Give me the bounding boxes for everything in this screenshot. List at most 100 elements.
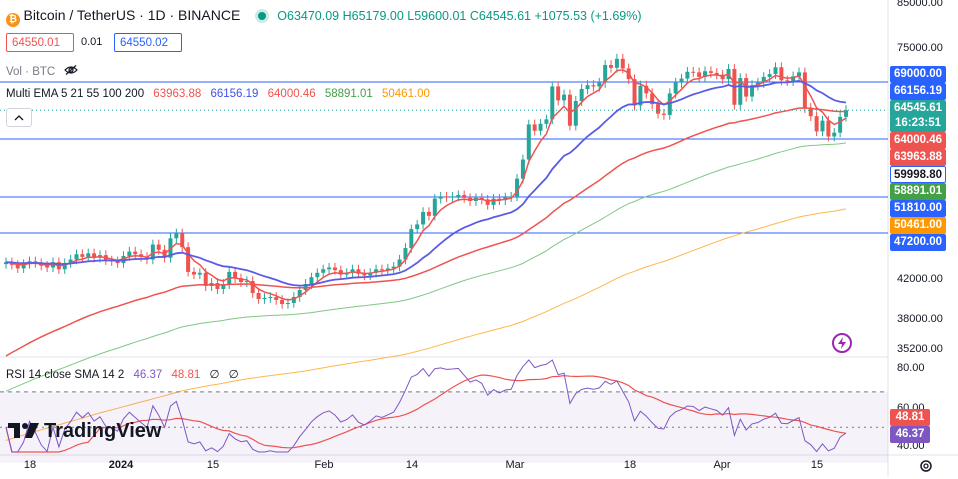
ema55-value: 64000.46 bbox=[267, 88, 316, 100]
chevron-up-icon bbox=[14, 115, 24, 121]
candle-body bbox=[826, 120, 831, 137]
candle-body bbox=[832, 132, 837, 137]
x-tick: 14 bbox=[405, 459, 419, 471]
candle-body bbox=[814, 116, 819, 132]
candle-body bbox=[356, 269, 361, 274]
candle-body bbox=[362, 273, 367, 276]
price-tag-level[interactable]: 47200.00 bbox=[890, 234, 946, 251]
market-status-icon bbox=[257, 12, 266, 20]
candle-body bbox=[80, 254, 85, 257]
tradingview-icon bbox=[8, 423, 39, 438]
candle-body bbox=[515, 178, 520, 197]
price-tag-ema5: 63963.88 bbox=[890, 149, 946, 166]
ema-legend[interactable]: Multi EMA 5 21 55 100 200 63963.88 66156… bbox=[6, 88, 436, 100]
candle-body bbox=[691, 71, 696, 73]
candle-body bbox=[550, 86, 555, 120]
price-tag-level[interactable]: 59998.80 bbox=[890, 166, 946, 183]
lightning-icon[interactable] bbox=[832, 333, 852, 353]
candle-body bbox=[268, 297, 273, 298]
candle-body bbox=[74, 254, 79, 260]
candle-body bbox=[391, 266, 396, 269]
rsi-legend[interactable]: RSI 14 close SMA 14 2 46.37 48.81 ∅ ∅ bbox=[6, 367, 245, 381]
countdown-tag: 16:23:51 bbox=[890, 115, 946, 132]
rsi-empty-2: ∅ bbox=[228, 369, 239, 381]
x-tick: 2024 bbox=[108, 459, 134, 471]
candle-body bbox=[62, 263, 67, 270]
ohlc-low: L59600.01 bbox=[407, 9, 467, 23]
y-tick: 75000.00 bbox=[897, 42, 943, 54]
rsi-sma-line bbox=[5, 374, 847, 453]
candle-body bbox=[697, 72, 702, 77]
ema-line-21 bbox=[5, 79, 847, 287]
candle-body bbox=[409, 229, 414, 249]
buy-button[interactable]: 64550.02 bbox=[114, 33, 182, 52]
candle-body bbox=[526, 124, 531, 160]
ema21-value: 66156.19 bbox=[210, 88, 259, 100]
y-tick: 85000.00 bbox=[897, 0, 943, 9]
candle-body bbox=[456, 194, 461, 197]
ema200-value: 50461.00 bbox=[381, 88, 430, 100]
candle-body bbox=[532, 124, 537, 131]
candle-body bbox=[791, 76, 796, 81]
eye-off-icon[interactable] bbox=[64, 65, 79, 78]
candle-body bbox=[585, 85, 590, 89]
candle-body bbox=[785, 80, 790, 82]
y-tick: 35200.00 bbox=[897, 343, 943, 355]
candle-body bbox=[274, 297, 279, 300]
candle-body bbox=[415, 224, 420, 230]
candle-body bbox=[244, 281, 249, 282]
symbol-title[interactable]: Bitcoin / TetherUS · 1D · BINANCE bbox=[23, 7, 241, 23]
candle-body bbox=[544, 119, 549, 124]
candle-body bbox=[127, 251, 132, 256]
candle-body bbox=[673, 82, 678, 94]
candle-body bbox=[802, 72, 807, 108]
rsi-line bbox=[5, 359, 847, 453]
rsi-tick: 40.00 bbox=[897, 440, 925, 452]
candle-body bbox=[233, 271, 238, 279]
rsi-label: RSI 14 close SMA 14 2 bbox=[6, 369, 125, 381]
volume-legend[interactable]: Vol · BTC bbox=[6, 65, 84, 78]
candle-body bbox=[186, 247, 191, 272]
candle-body bbox=[597, 82, 602, 87]
candle-body bbox=[556, 86, 561, 101]
candle-body bbox=[644, 85, 649, 94]
candle-body bbox=[426, 211, 431, 216]
price-tag-ema55: 64000.46 bbox=[890, 132, 946, 149]
candle-body bbox=[315, 272, 320, 278]
candle-body bbox=[321, 269, 326, 273]
candle-body bbox=[591, 85, 596, 87]
candle-body bbox=[285, 303, 290, 304]
candle-body bbox=[421, 211, 426, 225]
bitcoin-icon: ₿ bbox=[6, 13, 20, 27]
y-tick: 42000.00 bbox=[897, 273, 943, 285]
candle-body bbox=[609, 65, 614, 68]
candle-body bbox=[685, 71, 690, 79]
candle-body bbox=[779, 67, 784, 81]
candle-body bbox=[773, 67, 778, 75]
rsi-sma-value: 48.81 bbox=[171, 369, 201, 381]
candle-body bbox=[238, 278, 243, 282]
candle-body bbox=[191, 271, 196, 275]
candle-body bbox=[820, 120, 825, 132]
rsi-tick: 80.00 bbox=[897, 362, 925, 374]
ema-line-200 bbox=[5, 208, 847, 441]
candle-body bbox=[838, 116, 843, 133]
settings-gear-icon[interactable] bbox=[918, 458, 934, 474]
candle-body bbox=[86, 253, 91, 257]
price-tag-level[interactable]: 51810.00 bbox=[890, 200, 946, 217]
price-tag-last: 64545.61 bbox=[890, 100, 946, 117]
candle-body bbox=[614, 58, 619, 68]
rsi-empty-1: ∅ bbox=[209, 369, 220, 381]
candle-body bbox=[45, 265, 50, 268]
price-tag-level[interactable]: 69000.00 bbox=[890, 66, 946, 83]
ohlc-close: C64545.61 bbox=[469, 9, 532, 23]
candle-body bbox=[374, 269, 379, 273]
tradingview-logo[interactable]: TradingView bbox=[8, 420, 161, 443]
collapse-legend-button[interactable] bbox=[6, 108, 32, 127]
spread-value: 0.01 bbox=[81, 36, 103, 48]
candle-body bbox=[708, 71, 713, 73]
x-tick: Mar bbox=[505, 459, 525, 471]
candle-body bbox=[438, 196, 443, 199]
sell-button[interactable]: 64550.01 bbox=[6, 33, 74, 52]
